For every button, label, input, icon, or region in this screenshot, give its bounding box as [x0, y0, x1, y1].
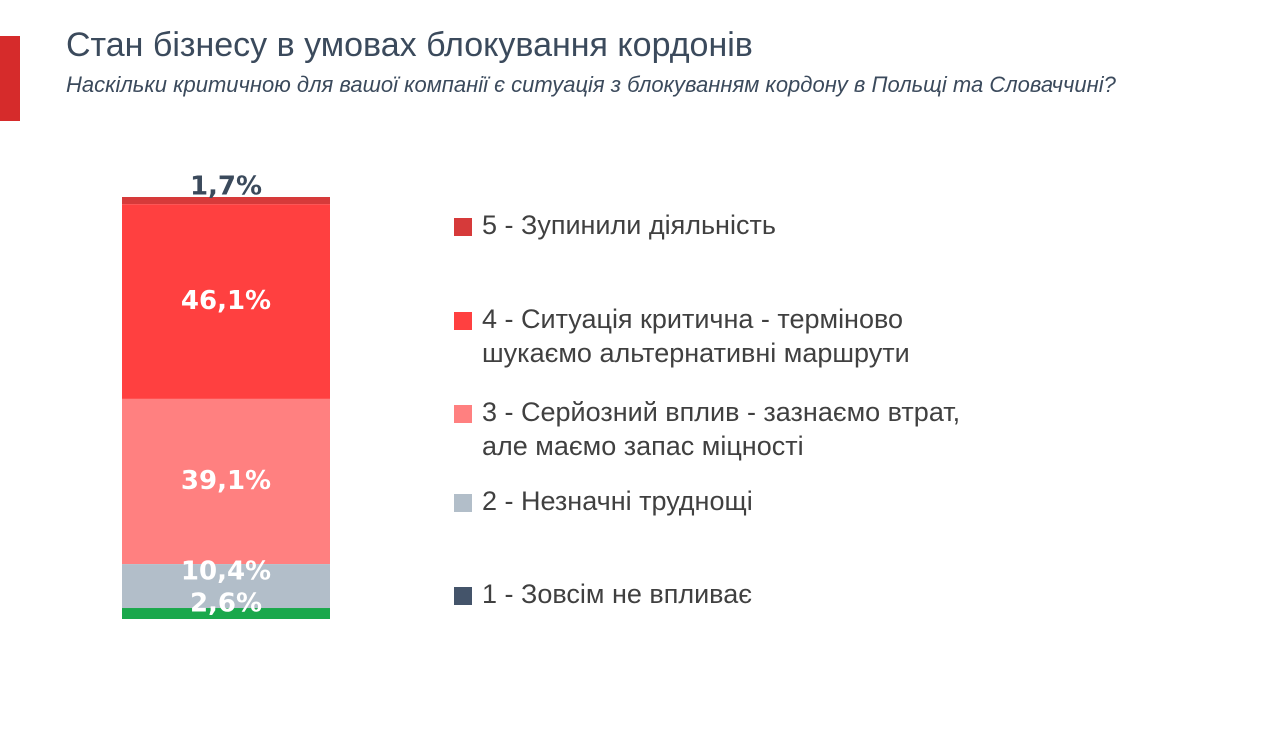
bar-segment-5 [122, 197, 330, 205]
bar-segment-4 [122, 204, 330, 399]
legend-label: 3 - Серйозний вплив - зазнаємо втрат, [482, 397, 961, 427]
legend-label: 1 - Зовсім не впливає [482, 579, 752, 609]
legend-swatch [454, 312, 472, 330]
bar-segment-1 [122, 608, 330, 619]
legend-swatch [454, 587, 472, 605]
legend-label: 4 - Ситуація критична - терміново [482, 304, 904, 334]
legend-item-4: 4 - Ситуація критична - терміново шукаємо… [454, 302, 1074, 370]
bar-segment-3 [122, 398, 330, 565]
legend-label: 5 - Зупинили діяльність [482, 210, 776, 240]
page-subtitle: Наскільки критичною для вашої компанії є… [66, 72, 1116, 97]
page-title: Стан бізнесу в умовах блокування кордоні… [66, 26, 753, 64]
bar-value-label-3: 39,1% [181, 466, 271, 496]
legend-swatch [454, 494, 472, 512]
bar-value-label-1: 2,6% [190, 589, 262, 619]
legend-item-3: 3 - Серйозний вплив - зазнаємо втрат, але… [454, 395, 1074, 463]
bar-value-label-4: 46,1% [181, 286, 271, 316]
legend-label: шукаємо альтернативні маршрути [482, 338, 910, 368]
accent-bar [0, 36, 20, 121]
legend-item-2: 2 - Незначні труднощі [454, 484, 1074, 518]
bar-value-label-5: 1,7% [190, 172, 262, 202]
legend-label: але маємо запас міцності [482, 431, 804, 461]
legend-swatch [454, 405, 472, 423]
bar-segment-2 [122, 564, 330, 609]
legend-swatch [454, 218, 472, 236]
bar-value-label-2: 10,4% [181, 557, 271, 587]
legend-label: 2 - Незначні труднощі [482, 486, 753, 516]
legend-item-1: 1 - Зовсім не впливає [454, 577, 1074, 611]
legend-item-5: 5 - Зупинили діяльність [454, 208, 1074, 242]
